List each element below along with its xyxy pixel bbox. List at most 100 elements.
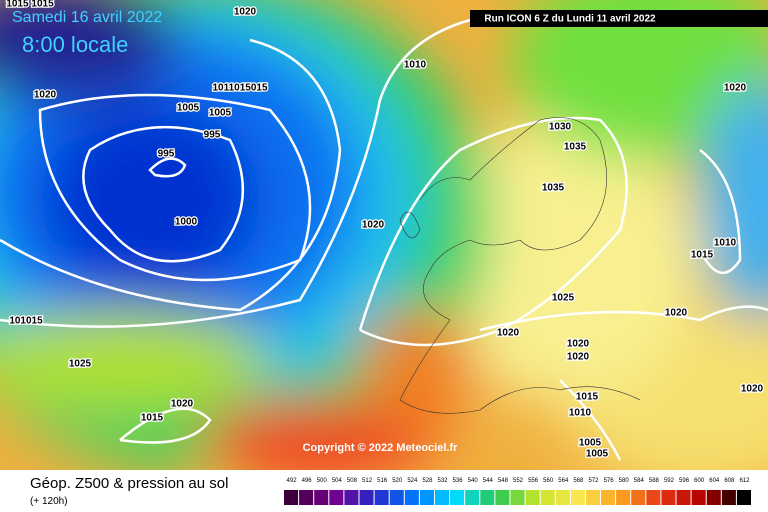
colorbar-swatch [646,490,661,505]
isobar-label: 1015 [141,413,164,424]
isobar-label: 1020 [171,399,194,410]
colorbar-swatch [510,490,525,505]
colorbar-label: 500 [317,478,328,484]
colorbar-label: 604 [709,478,720,484]
colorbar-swatch [495,490,510,505]
colorbar-swatch [736,490,751,505]
isobar-label: 1000 [175,217,198,228]
isobar-label: 995 [158,149,175,160]
isobar-label: 1035 [542,183,565,194]
colorbar-label: 544 [483,478,494,484]
colorbar-swatch [480,490,495,505]
colorbar-label: 552 [513,478,524,484]
isobar-label: 101015 [9,316,43,327]
colorbar-swatch [601,490,616,505]
colorbar-swatch [329,490,344,505]
isobar-label: 1025 [69,359,92,370]
isobar-label: 1005 [586,449,609,460]
colorbar-swatch [570,490,585,505]
colorbar-swatch [525,490,540,505]
colorbar-label: 576 [604,478,615,484]
colorbar-swatch [691,490,706,505]
colorbar-swatch [585,490,601,505]
colorbar-label: 556 [528,478,539,484]
colorbar-label: 608 [724,478,735,484]
isobar-label: 1005 [209,108,232,119]
isobar-label: 1020 [741,384,764,395]
colorbar-label: 600 [694,478,705,484]
colorbar-label: 572 [588,478,599,484]
isobar-label: 1010 [714,238,737,249]
colorbar-swatch [284,490,299,505]
colorbar-label: 516 [377,478,388,484]
isobar-label: 1025 [552,293,575,304]
colorbar-label: 528 [422,478,433,484]
copyright: Copyright © 2022 Meteociel.fr [303,442,459,454]
isobar-label: 1010 [569,408,592,419]
isobar-lines [0,18,768,461]
isobar-label: 1020 [567,352,590,363]
run-box [470,10,768,27]
colorbar-label: 520 [392,478,403,484]
colorbar-label: 592 [664,478,675,484]
isobar-label: 1005 [579,438,602,449]
time: 8:00 locale [22,32,128,57]
colorbar-label: 596 [679,478,690,484]
colorbar-label: 584 [634,478,645,484]
colorbar-label: 496 [302,478,313,484]
colorbar-swatch [721,490,736,505]
colorbar-swatch [359,490,374,505]
colorbar-swatch [540,490,555,505]
colorbar-label: 560 [543,478,554,484]
isobar-label: 995 [204,130,221,141]
isobar-label: 1020 [234,7,257,18]
colorbar-swatch [465,490,480,505]
isobar-label: 1020 [665,308,688,319]
colorbar-label: 588 [649,478,660,484]
isobar-label: 1011015015 [212,83,268,94]
colorbar-swatch [374,490,389,505]
colorbar-label: 508 [347,478,358,484]
isobar-label: 1020 [34,90,57,101]
run-info: Run ICON 6 Z du Lundi 11 avril 2022 [484,14,656,25]
date: Samedi 16 avril 2022 [12,9,162,26]
isobar-label: 1020 [724,83,747,94]
isobar-label: 1020 [567,339,590,350]
colorbar-swatch [555,490,570,505]
colorbar-label: 512 [362,478,373,484]
colorbar-label: 568 [573,478,584,484]
colorbar-label: 580 [619,478,630,484]
colorbar-swatch [389,490,404,505]
isobar-label: 1005 [177,103,200,114]
colorbar-swatch [676,490,691,505]
colorbar-label: 536 [453,478,464,484]
colorbar-label: 492 [287,478,298,484]
colorbar-label: 548 [498,478,509,484]
colorbar-swatch [314,490,329,505]
coastlines [399,117,641,414]
colorbar-swatch [404,490,419,505]
colorbar-label: 540 [468,478,479,484]
isobar-label: 1020 [497,328,520,339]
isobar-label: 1015 [576,392,599,403]
geopotential-field [0,0,768,490]
colorbar-label: 524 [407,478,418,484]
colorbar-label: 564 [558,478,569,484]
colorbar-swatch [661,490,676,505]
colorbar-label: 532 [438,478,449,484]
isobar-label: 1020 [362,220,385,231]
isobar-label: 1035 [564,142,587,153]
colorbar-swatch [631,490,646,505]
colorbar-label: 612 [739,478,750,484]
isobar-label: 1015 [691,250,714,261]
colorbar-swatch [299,490,314,505]
colorbar-swatch [450,490,465,505]
colorbar-swatch [419,490,434,505]
footer-title: Géop. Z500 & pression au sol [30,475,228,492]
colorbar-swatch [706,490,721,505]
isobar-label: 1030 [549,122,572,133]
colorbar-swatch [616,490,631,505]
colorbar-swatch [344,490,359,505]
isobar-label: 1010 [404,60,427,71]
